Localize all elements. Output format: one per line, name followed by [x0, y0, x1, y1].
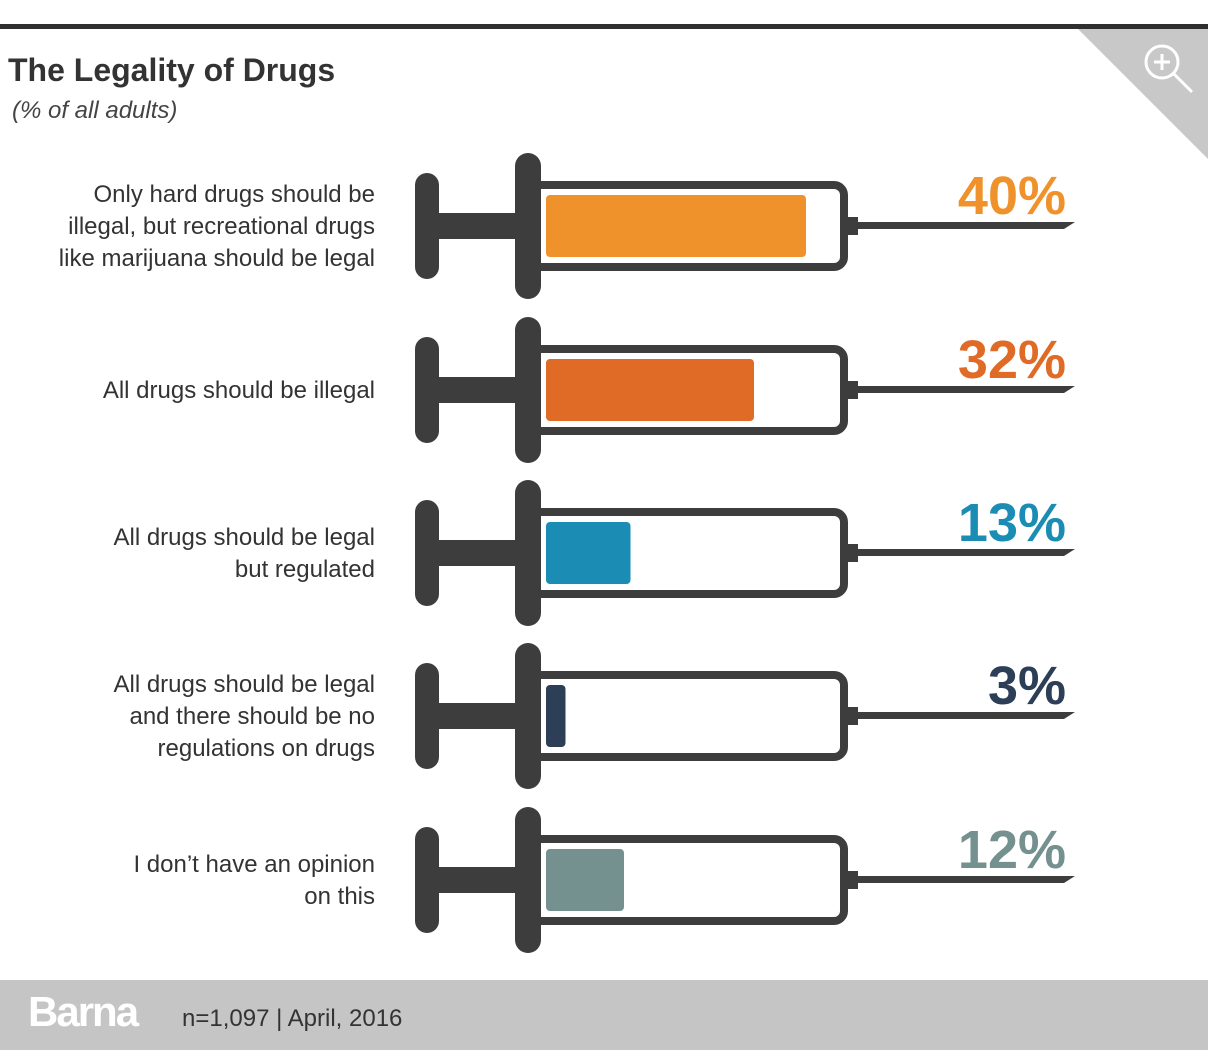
bar-fill-2	[546, 359, 754, 421]
category-label-line: but regulated	[235, 556, 375, 583]
plunger-rod	[435, 867, 515, 893]
bar-fill-5	[546, 849, 624, 911]
category-label-line: like marijuana should be legal	[59, 245, 375, 272]
syringe-chart: 40% Only hard drugs should be illegal, but…	[59, 153, 1075, 953]
needle-hub	[842, 707, 858, 725]
category-label-2: All drugs should be illegal	[103, 377, 375, 404]
needle	[856, 712, 1075, 719]
plunger-rod	[435, 213, 515, 239]
category-label-line: on this	[304, 883, 375, 910]
zoom-in-icon[interactable]	[1144, 44, 1194, 94]
data-label-5: 12%	[958, 820, 1066, 880]
category-label-line: All drugs should be legal	[113, 524, 375, 551]
plunger-cap	[415, 173, 439, 279]
category-label-line: illegal, but recreational drugs	[68, 213, 375, 240]
data-label-3: 13%	[958, 493, 1066, 553]
needle	[856, 222, 1075, 229]
needle-hub	[842, 381, 858, 399]
plunger-cap	[415, 337, 439, 443]
category-label-line: I don’t have an opinion	[133, 851, 375, 878]
needle	[856, 876, 1075, 883]
chart-subtitle: (% of all adults)	[12, 97, 178, 124]
bar-fill-1	[546, 195, 806, 257]
plunger-cap	[415, 827, 439, 933]
syringe-2: 32% All drugs should be illegal	[103, 317, 1075, 463]
category-label-line: and there should be no	[129, 703, 375, 730]
bar-fill-3	[546, 522, 631, 584]
plunger-rod	[435, 540, 515, 566]
syringe-3: 13% All drugs should be legal but regulate…	[113, 480, 1075, 626]
top-rule	[0, 24, 1208, 29]
data-label-4: 3%	[988, 656, 1066, 716]
data-label-1: 40%	[958, 166, 1066, 226]
category-label-1: Only hard drugs should be illegal, but re…	[59, 181, 375, 272]
needle-hub	[842, 871, 858, 889]
syringe-barrel	[526, 671, 848, 761]
syringe-5: 12% I don’t have an opinion on this	[133, 807, 1075, 953]
category-label-3: All drugs should be legal but regulated	[113, 524, 375, 583]
syringe-4: 3% All drugs should be legal and there sho…	[113, 643, 1075, 789]
category-label-line: Only hard drugs should be	[93, 181, 375, 208]
chart-title: The Legality of Drugs	[8, 52, 336, 88]
category-label-line: All drugs should be illegal	[103, 377, 375, 404]
needle	[856, 386, 1075, 393]
needle	[856, 549, 1075, 556]
data-label-2: 32%	[958, 330, 1066, 390]
plunger-cap	[415, 500, 439, 606]
plunger-rod	[435, 703, 515, 729]
syringe-1: 40% Only hard drugs should be illegal, but…	[59, 153, 1075, 299]
category-label-5: I don’t have an opinion on this	[133, 851, 375, 910]
category-label-line: regulations on drugs	[158, 735, 375, 762]
category-label-4: All drugs should be legal and there shoul…	[113, 671, 375, 762]
bar-fill-4	[546, 685, 566, 747]
footer-bar	[0, 980, 1208, 1050]
needle-hub	[842, 217, 858, 235]
category-label-line: All drugs should be legal	[113, 671, 375, 698]
plunger-cap	[415, 663, 439, 769]
zoom-corner-tab[interactable]	[1078, 29, 1208, 159]
sample-note: n=1,097 | April, 2016	[182, 1005, 403, 1032]
needle-hub	[842, 544, 858, 562]
plunger-rod	[435, 377, 515, 403]
brand-logo: Barna	[28, 988, 139, 1035]
